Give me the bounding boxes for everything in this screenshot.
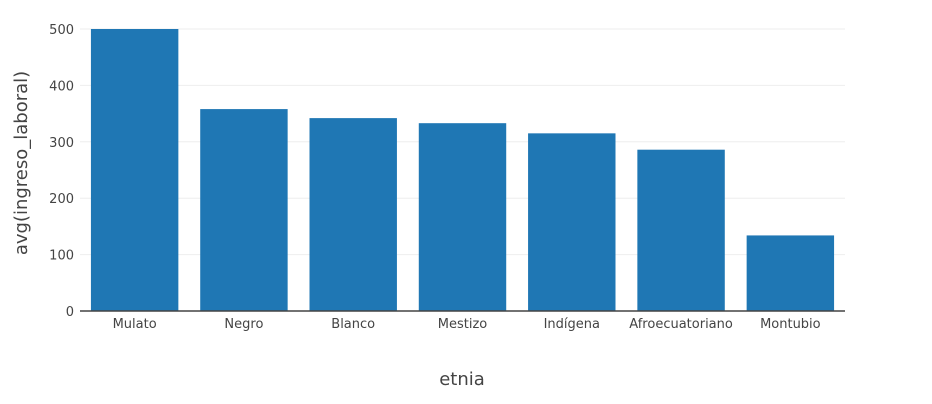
x-tick-label: Mulato — [113, 317, 157, 332]
y-tick-label: 0 — [66, 305, 74, 320]
x-tick-label: Indígena — [544, 317, 600, 332]
x-tick-label: Negro — [224, 317, 263, 332]
bar-mestizo[interactable] — [418, 123, 507, 311]
bar-indígena[interactable] — [528, 133, 616, 311]
y-tick-label: 300 — [49, 136, 74, 151]
bars — [90, 29, 835, 311]
y-tick-label: 400 — [49, 79, 74, 94]
x-tick-label: Blanco — [331, 317, 375, 332]
y-tick-label: 200 — [49, 192, 74, 207]
x-tick-label: Mestizo — [438, 317, 488, 332]
bar-blanco[interactable] — [309, 118, 397, 311]
bar-mulato[interactable] — [90, 29, 179, 311]
y-tick-label: 500 — [49, 23, 74, 38]
bar-negro[interactable] — [200, 109, 288, 311]
bar-afroecuatoriano[interactable] — [637, 149, 725, 311]
x-tick-label: Afroecuatoriano — [629, 317, 733, 332]
x-tick-label: Montubio — [760, 317, 821, 332]
x-axis-title: etnia — [439, 369, 485, 390]
y-axis-title: avg(ingreso_laboral) — [11, 71, 32, 255]
y-tick-label: 100 — [49, 249, 74, 264]
x-axis-ticks: Mulato Negro Blanco Mestizo Indígena Afroecua… — [113, 317, 821, 332]
y-axis-ticks: 0 100 200 300 400 500 — [49, 23, 74, 320]
bar-montubio[interactable] — [746, 235, 835, 311]
